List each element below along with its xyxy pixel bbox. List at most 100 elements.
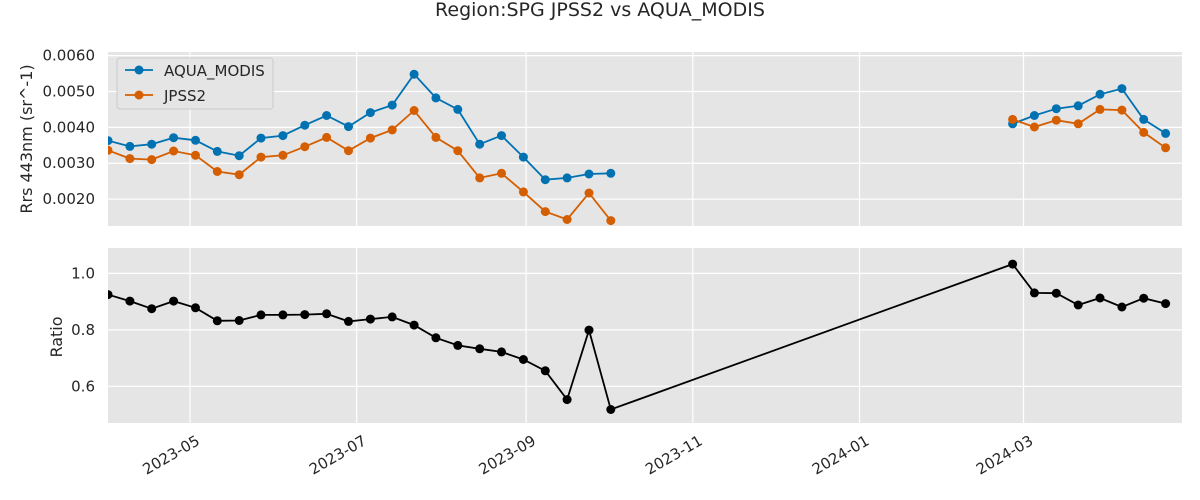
data-point-ratio [453,340,463,350]
data-point-ratio [518,355,528,364]
data-point-aqua-modis [431,93,441,103]
chart-title: Region:SPG JPSS2 vs AQUA_MODIS [435,0,765,21]
top-y-tick-label: 0.0050 [43,82,96,100]
x-tick-labels: 2023-05 2023-07 2023-09 2023-11 2024-01 2024-… [139,432,1036,479]
data-point-jpss2 [191,150,200,160]
legend-label-aqua-modis: AQUA_MODIS [164,62,265,81]
x-tick-label: 2023-09 [476,432,539,479]
series-ratio [108,259,1171,414]
legend-box [116,57,274,110]
data-point-jpss2 [431,132,441,142]
top-y-axis-label: Rrs 443nm (sr^-1) [17,64,36,213]
data-point-aqua-modis [365,108,375,118]
data-point-aqua-modis [562,173,572,183]
data-point-jpss2 [1051,115,1061,125]
data-point-aqua-modis [278,131,288,141]
bottom-y-axis-label: Ratio [47,316,66,357]
data-point-ratio [431,333,441,343]
data-point-jpss2 [125,154,135,164]
data-point-aqua-modis [147,139,157,149]
data-point-jpss2 [1073,119,1083,129]
series-aqua-modis [108,69,1171,185]
bottom-series-layer [108,259,1171,414]
data-point-ratio [191,303,200,313]
legend-entry-jpss2: JPSS2 [125,87,206,105]
data-point-aqua-modis [584,169,594,179]
data-point-ratio [1073,300,1083,310]
series-jpss2 [108,104,1171,226]
bottom-y-tick-label: 0.8 [71,321,95,339]
data-point-aqua-modis [1139,114,1149,124]
data-point-jpss2 [256,152,266,162]
data-point-aqua-modis [1029,111,1039,120]
data-point-aqua-modis [125,141,135,151]
data-point-aqua-modis [1117,84,1127,94]
data-point-ratio [147,304,157,314]
bottom-grid [108,248,1182,423]
data-point-ratio [1161,299,1171,309]
data-point-ratio [387,312,397,322]
data-point-jpss2 [300,142,310,152]
data-point-jpss2 [1139,127,1149,137]
data-point-jpss2 [453,146,463,156]
data-point-jpss2 [108,145,113,155]
data-point-jpss2 [212,167,222,176]
legend-entry-aqua-modis: AQUA_MODIS [125,62,265,81]
data-point-ratio [344,316,353,326]
data-point-jpss2 [1117,105,1127,115]
bottom-y-tick-labels: 0.6 0.8 1.0 [71,264,95,395]
data-point-ratio [1095,293,1105,303]
data-point-jpss2 [475,173,485,183]
data-point-jpss2 [409,106,419,115]
data-point-ratio [562,395,572,405]
top-y-tick-labels: 0.0020 0.0030 0.0040 0.0050 0.0060 [43,47,96,209]
x-tick-label: 2023-07 [306,432,369,479]
data-point-ratio [1051,288,1061,298]
data-point-aqua-modis [540,175,550,185]
data-point-ratio [108,290,113,300]
data-point-aqua-modis [475,139,485,149]
data-point-aqua-modis [518,152,528,162]
data-point-aqua-modis [497,131,506,141]
data-point-jpss2 [365,133,375,143]
data-point-ratio [497,347,506,357]
bottom-chart: 0.60.81.0 Ratio 2023-05 2023-07 2023-09 202… [47,248,1182,478]
data-point-ratio [475,344,485,354]
top-y-tick-label: 0.0020 [43,190,96,208]
data-point-aqua-modis [1051,104,1061,114]
top-chart: 0.0020 0.0030 0.0040 0.0050 0.0060 Rrs 443nm… [17,47,1182,226]
data-point-ratio [300,310,310,320]
top-y-tick-label: 0.0040 [43,118,96,136]
data-point-ratio [584,325,594,335]
top-plot-area [108,52,1182,226]
data-point-ratio [169,296,179,306]
data-point-ratio [540,366,550,376]
data-point-aqua-modis [300,120,310,130]
data-point-jpss2 [606,216,616,226]
top-grid [108,52,1182,226]
legend-swatch-marker [134,65,144,75]
bottom-y-tick-label: 0.6 [71,377,95,395]
x-tick-label: 2023-11 [642,432,705,479]
data-point-ratio [1029,288,1039,298]
data-point-aqua-modis [108,136,113,146]
data-point-jpss2 [1161,143,1171,153]
data-point-ratio [1117,302,1127,312]
data-point-jpss2 [147,155,157,165]
data-point-jpss2 [278,150,288,160]
data-point-aqua-modis [344,122,353,132]
data-point-aqua-modis [234,151,244,161]
data-point-aqua-modis [1095,89,1105,99]
data-point-jpss2 [497,168,506,178]
data-point-jpss2 [1008,114,1018,124]
top-y-tick-label: 0.0060 [43,47,96,65]
data-point-ratio [365,314,375,324]
legend: AQUA_MODIS JPSS2 [116,57,274,110]
data-point-ratio [409,320,419,330]
data-point-jpss2 [322,132,332,142]
data-point-aqua-modis [387,100,397,110]
data-point-jpss2 [1029,122,1039,132]
data-point-jpss2 [387,125,397,135]
data-point-jpss2 [518,187,528,197]
